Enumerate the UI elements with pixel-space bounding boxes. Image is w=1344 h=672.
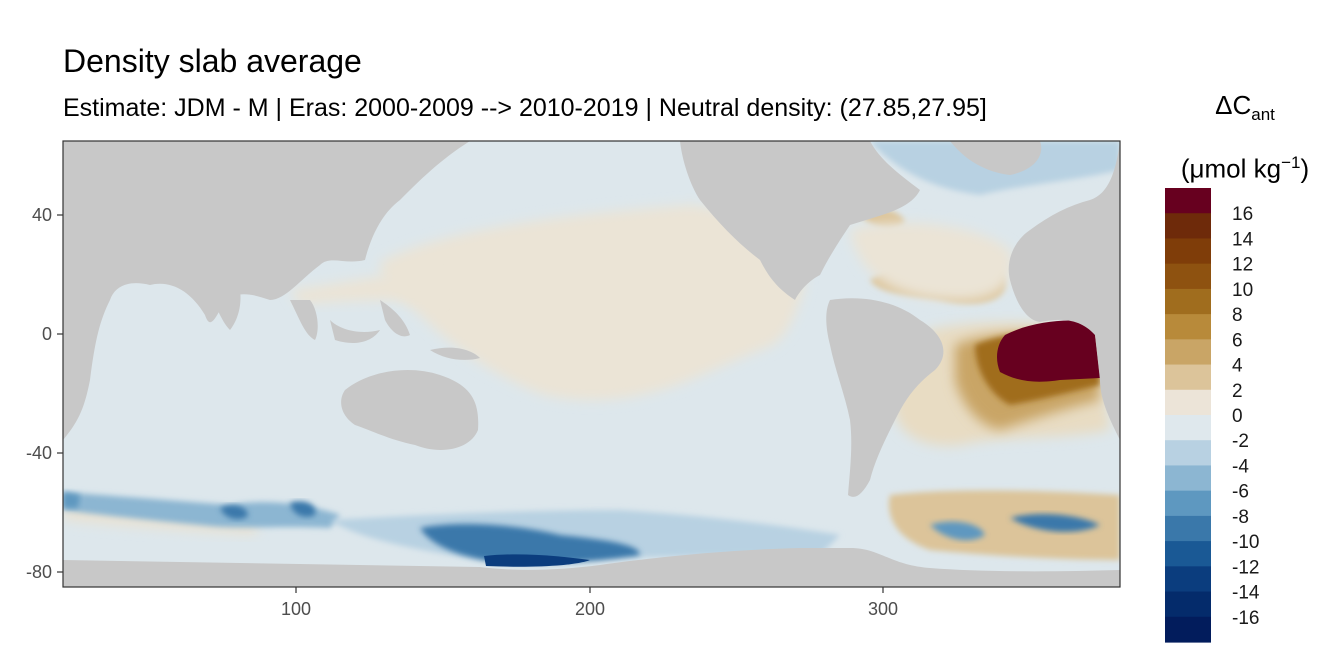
- colorbar-label: -4: [1232, 456, 1249, 477]
- landmass-southeast-asia: [290, 300, 410, 343]
- colorbar-swatch: [1165, 339, 1211, 366]
- legend-unit-superscript: −1: [1281, 153, 1301, 173]
- colorbar-swatch: [1165, 415, 1211, 441]
- pacific-positive-tongue: [290, 270, 440, 305]
- y-tick-label: -80: [26, 562, 52, 582]
- colorbar-swatch: [1165, 541, 1211, 567]
- legend-symbol-main: ΔC: [1215, 90, 1252, 120]
- landmass-australia: [341, 370, 479, 450]
- colorbar-label: 4: [1232, 356, 1243, 377]
- legend-symbol-subscript: ant: [1251, 105, 1275, 125]
- colorbar-label: 10: [1232, 280, 1253, 301]
- x-axis-labels: 100 200 300: [281, 599, 898, 619]
- colorbar-label: 16: [1232, 204, 1253, 225]
- ross-sea-strong: [484, 554, 590, 567]
- x-tick-label: 100: [281, 599, 311, 619]
- landmass-new-guinea: [430, 347, 480, 360]
- weddell-negative-2: [1010, 514, 1100, 532]
- antarctic-patch-1: [220, 505, 248, 520]
- colorbar-label: -6: [1232, 482, 1249, 503]
- panel-border: [62, 140, 1121, 588]
- landmass-antarctica: [63, 548, 1120, 587]
- colorbar-labels: 16 14 12 10 8 6 4 2 0 -2 -4 -6 -8 -10 -12 -14 -16: [1232, 204, 1260, 629]
- colorbar-label: -14: [1232, 583, 1260, 604]
- colorbar-swatch: [1165, 188, 1211, 214]
- legend-symbol: ΔCant: [1160, 88, 1330, 132]
- colorbar-label: -10: [1232, 532, 1259, 553]
- map-panel: [63, 141, 1120, 587]
- colorbar-swatch: [1165, 364, 1211, 391]
- colorbar-swatch: [1165, 288, 1211, 315]
- landmass-africa-asia-west: [63, 141, 470, 440]
- colorbar-swatch: [1165, 465, 1211, 492]
- north-atlantic-light: [850, 222, 1013, 300]
- landmass-india: [205, 290, 241, 330]
- landmass-north-america: [680, 141, 920, 300]
- x-tick-label: 200: [575, 599, 605, 619]
- colorbar-swatch: [1165, 490, 1211, 517]
- y-axis: [57, 214, 63, 573]
- colorbar-swatch: [1165, 566, 1211, 593]
- colorbar-swatch: [1165, 440, 1211, 467]
- plot-title: Density slab average: [63, 43, 362, 79]
- weddell-positive: [889, 490, 1120, 560]
- colorbar-label: 2: [1232, 381, 1243, 402]
- colorbar-swatch: [1165, 616, 1211, 643]
- x-tick-label: 300: [868, 599, 898, 619]
- colorbar-swatch: [1165, 238, 1211, 265]
- colorbar-label: 12: [1232, 255, 1253, 276]
- legend-unit-suffix: ): [1300, 153, 1310, 184]
- colorbar-label: -2: [1232, 431, 1249, 452]
- colorbar-swatch: [1165, 213, 1211, 240]
- landmass-europe-africa-east: [1008, 141, 1120, 440]
- antarctic-indian-negative: [63, 492, 340, 528]
- landmass-greenland: [950, 141, 1042, 175]
- colorbar-label: -16: [1232, 608, 1259, 629]
- south-atlantic-core: [997, 320, 1100, 382]
- y-axis-labels: 40 0 -40 -80: [26, 205, 52, 582]
- legend-unit-prefix: (μmol kg: [1180, 153, 1282, 184]
- legend-unit: (μmol kg−1): [1160, 146, 1330, 186]
- colorbar-swatch: [1165, 389, 1211, 416]
- colorbar-label: 14: [1232, 229, 1254, 250]
- weddell-negative-1: [930, 521, 985, 541]
- antarctic-patch-3: [63, 492, 80, 508]
- colorbar-swatch: [1165, 515, 1211, 542]
- x-axis: [295, 587, 884, 593]
- colorbar-label: -8: [1232, 507, 1249, 528]
- colorbar-swatch: [1165, 263, 1211, 290]
- y-tick-label: -40: [26, 443, 52, 463]
- plot-subtitle: Estimate: JDM - M | Eras: 2000-2009 --> …: [63, 94, 987, 122]
- land: [63, 141, 1120, 587]
- colorbar: [1165, 188, 1211, 643]
- colorbar-label: 8: [1232, 305, 1243, 326]
- pacific-positive-region: [380, 205, 804, 400]
- colorbar-label: 0: [1232, 406, 1243, 427]
- antarctic-patch-2: [290, 501, 316, 517]
- y-tick-label: 40: [32, 205, 52, 225]
- colorbar-swatch: [1165, 314, 1211, 340]
- ross-sea-negative: [420, 524, 640, 564]
- colorbar-label: 6: [1232, 330, 1243, 351]
- landmass-south-america: [826, 298, 944, 497]
- y-tick-label: 0: [42, 324, 52, 344]
- colorbar-label: -12: [1232, 557, 1259, 578]
- colorbar-swatch: [1165, 591, 1211, 618]
- legend-title: ΔCant (μmol kg−1): [1160, 88, 1330, 186]
